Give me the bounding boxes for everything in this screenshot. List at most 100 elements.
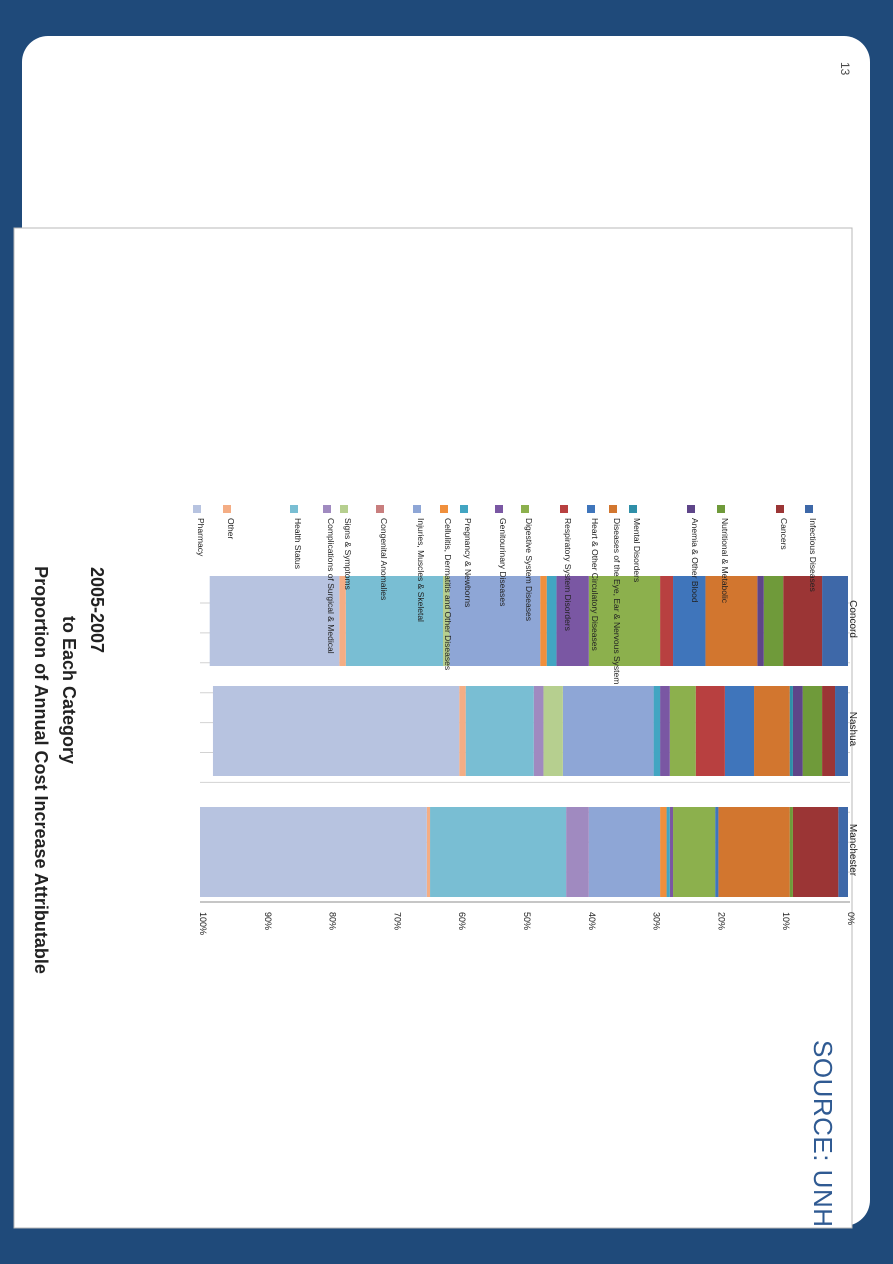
bar-segment-injuries-muscles-skeletal-nashua [562,686,654,776]
legend-swatch [340,505,348,513]
bar-segment-pharmacy-concord [209,576,340,666]
legend-label: Cellulitis, Dermatitis and Other Disease… [443,518,453,670]
legend-label: Injuries, Muscles & Skeletal [416,518,426,622]
legend-swatch [193,505,201,513]
bar-segment-heart-other-circulatory-diseases-concord [673,576,706,666]
bar-segment-diseases-of-the-eye-ear-nervous-system-manchester [718,807,790,897]
bar-segment-complications-of-surgical-medical-manchester [566,807,589,897]
legend-swatch [223,505,231,513]
legend-label: Cancers [779,518,789,550]
x-category-label: Manchester [847,824,858,877]
bar-segment-heart-other-circulatory-diseases-manchester [715,807,719,897]
x-category-label: Concord [847,600,858,638]
bar-segment-nutritional-metabolic-nashua [802,686,823,776]
y-tick-label: 10% [781,912,791,930]
bar-segment-health-status-manchester [430,807,567,897]
bar-segment-pharmacy-nashua [212,686,460,776]
legend-swatch [717,505,725,513]
y-tick-label: 30% [652,912,662,930]
legend-label: Signs & Symptoms [343,518,353,590]
bar-segment-cancers-manchester [792,807,839,897]
bar-segment-diseases-of-the-eye-ear-nervous-system-concord [705,576,758,666]
legend-label: Heart & Other Circulatory Diseases [590,518,600,651]
legend-swatch [560,505,568,513]
bar-segment-infectious-diseases-concord [822,576,848,666]
bar-segment-genitourinary-diseases-manchester [669,807,674,897]
bar-segment-respiratory-system-disorders-nashua [695,686,725,776]
legend-swatch [376,505,384,513]
legend-label: Pharmacy [196,518,206,557]
bar-segment-digestive-system-diseases-nashua [669,686,696,776]
legend-swatch [587,505,595,513]
chart-title: 2005-2007 [87,567,107,653]
legend-swatch [495,505,503,513]
legend-swatch [609,505,617,513]
bar-segment-other-manchester [426,807,431,897]
chart-title: to Each Category [59,616,79,764]
legend-swatch [805,505,813,513]
legend-swatch [776,505,784,513]
legend-label: Anemia & Other Blood [690,518,700,603]
legend-swatch [413,505,421,513]
bar-segment-digestive-system-diseases-concord [588,576,661,666]
page-number: 13 [838,62,852,76]
bar-segment-anemia-other-blood-nashua [792,686,803,776]
y-tick-label: 0% [846,912,856,925]
bar-segment-pregnancy-newborns-nashua [653,686,661,776]
bar-segment-anemia-other-blood-concord [757,576,764,666]
legend-label: Respiratory System Disorders [563,518,573,631]
legend-label: Diseases of the Eye, Ear & Nervous Syste… [612,518,622,684]
legend-label: Health Status [293,518,303,569]
y-tick-label: 100% [198,912,208,935]
bar-segment-injuries-muscles-skeletal-manchester [588,807,661,897]
y-tick-label: 40% [587,912,597,930]
bar-segment-nutritional-metabolic-manchester [789,807,793,897]
legend-label: Digestive System Diseases [524,518,534,621]
bar-segment-cancers-nashua [822,686,836,776]
bar-segment-signs-symptoms-concord [443,576,450,666]
bar-segment-cancers-concord [783,576,823,666]
bar-segment-pregnancy-newborns-manchester [666,807,670,897]
legend-swatch [629,505,637,513]
legend-swatch [687,505,695,513]
bar-segment-mental-disorders-nashua [789,686,793,776]
bar-segment-pharmacy-manchester [200,807,427,897]
bar-segment-cellulitis-dermatitis-and-other-diseases-concord [540,576,547,666]
bar-segment-infectious-diseases-manchester [838,807,848,897]
bar-segment-signs-symptoms-nashua [543,686,563,776]
legend-label: Nutritional & Metabolic [720,518,730,604]
bar-segment-genitourinary-diseases-nashua [660,686,670,776]
bar-segment-nutritional-metabolic-concord [763,576,784,666]
bar-segment-cellulitis-dermatitis-and-other-diseases-manchester [660,807,667,897]
bar-segment-digestive-system-diseases-manchester [673,807,716,897]
bar-segment-diseases-of-the-eye-ear-nervous-system-nashua [754,686,790,776]
y-tick-label: 50% [522,912,532,930]
y-tick-label: 80% [328,912,338,930]
legend-label: Pregnancy & Newborns [463,518,473,607]
legend-swatch [323,505,331,513]
legend-label: Other [226,518,236,539]
bar-segment-respiratory-system-disorders-concord [660,576,674,666]
legend-swatch [440,505,448,513]
legend-swatch [521,505,529,513]
source-label: SOURCE: UNH [808,1040,838,1228]
bar-segment-pregnancy-newborns-concord [546,576,557,666]
bar-segment-health-status-nashua [465,686,534,776]
y-tick-label: 70% [392,912,402,930]
bar-segment-heart-other-circulatory-diseases-nashua [724,686,755,776]
legend-label: Congenital Anomalies [379,518,389,600]
bar-segment-genitourinary-diseases-concord [556,576,589,666]
bar-segment-health-status-concord [345,576,443,666]
bar-segment-other-concord [339,576,346,666]
legend-label: Infectious Diseases [808,518,818,592]
x-category-label: Nashua [847,712,858,747]
bar-segment-injuries-muscles-skeletal-concord [449,576,541,666]
bar-segment-complications-of-surgical-medical-nashua [533,686,544,776]
y-tick-label: 60% [457,912,467,930]
legend-swatch [460,505,468,513]
bar-segment-other-nashua [459,686,466,776]
legend-label: Mental Disorders [632,518,642,582]
y-tick-label: 20% [716,912,726,930]
